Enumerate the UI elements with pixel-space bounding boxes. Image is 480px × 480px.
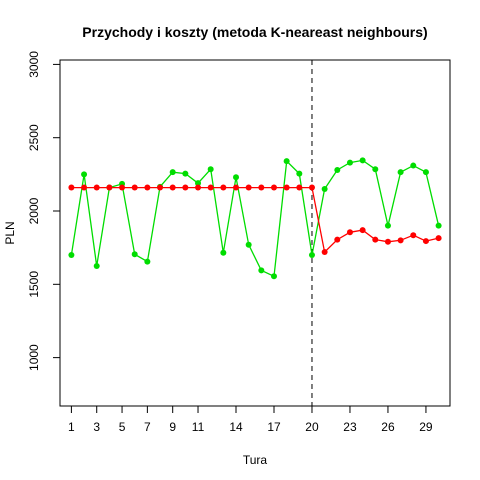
- series-1-point: [131, 251, 138, 258]
- series-2-point: [220, 184, 227, 191]
- x-tick-label: 3: [93, 420, 100, 434]
- x-tick-label: 9: [169, 420, 176, 434]
- series-2-point: [422, 238, 429, 245]
- series-1-point: [397, 169, 404, 176]
- x-tick-label: 20: [305, 420, 319, 434]
- series-2-point: [93, 184, 100, 191]
- series-2-point: [296, 184, 303, 191]
- y-tick-label: 1500: [27, 271, 41, 298]
- series-1-point: [233, 174, 240, 181]
- series-1-point: [220, 249, 227, 256]
- y-tick-label: 2000: [27, 197, 41, 224]
- series-1-point: [346, 159, 353, 166]
- series-2-point: [131, 184, 138, 191]
- series-2-point: [359, 227, 366, 234]
- x-tick-label: 1: [68, 420, 75, 434]
- series-1-point: [81, 171, 88, 178]
- series-2-point: [346, 229, 353, 236]
- y-axis-label: PLN: [3, 221, 17, 244]
- series-2-point: [384, 238, 391, 245]
- series-1-point: [258, 267, 265, 274]
- series-1-point: [422, 169, 429, 176]
- series-1-point: [93, 262, 100, 269]
- axes: 1 3 5 7 9 11 14 17 20 23 26 29 1000 1500 2000 2500 3000: [27, 51, 433, 434]
- series-1-point: [283, 158, 290, 165]
- series-2-point: [182, 184, 189, 191]
- series-2-point: [144, 184, 151, 191]
- series-2-point: [169, 184, 176, 191]
- series-2-point: [270, 184, 277, 191]
- series-2-point: [207, 184, 214, 191]
- series-1-point: [321, 186, 328, 193]
- y-tick-label: 1000: [27, 344, 41, 371]
- x-tick-label: 26: [381, 420, 395, 434]
- series-2-line: [71, 186, 439, 254]
- series-2-point: [334, 236, 341, 243]
- series-1-point: [68, 251, 75, 258]
- series-1-point: [182, 170, 189, 177]
- x-tick-label: 7: [144, 420, 151, 434]
- series-1-line: [70, 159, 440, 278]
- series-2-point: [119, 184, 126, 191]
- series-1-point: [435, 222, 442, 229]
- series-1-point: [245, 241, 252, 248]
- series-2-point: [245, 184, 252, 191]
- x-tick-label: 5: [119, 420, 126, 434]
- series-1-point: [384, 222, 391, 229]
- x-tick-label: 11: [192, 420, 205, 434]
- series-2-point: [157, 184, 164, 191]
- series-1-point: [359, 157, 366, 164]
- series-2-point: [435, 235, 442, 242]
- series-1-point: [195, 180, 202, 187]
- series-2-point: [195, 184, 202, 191]
- series-2-point: [81, 184, 88, 191]
- series-1-point: [334, 166, 341, 173]
- series-1-point: [169, 169, 176, 176]
- y-tick-label: 2500: [27, 124, 41, 151]
- marks: [68, 60, 442, 406]
- series-1-point: [207, 166, 214, 173]
- series-1-point: [144, 258, 151, 265]
- series-1-point: [410, 162, 417, 169]
- series-1-point: [372, 166, 379, 173]
- series-2-point: [233, 184, 240, 191]
- x-tick-label: 17: [267, 420, 281, 434]
- y-tick-label: 3000: [27, 51, 41, 78]
- x-axis-label: Tura: [243, 453, 268, 467]
- series-1-point: [296, 170, 303, 177]
- series-2-point: [283, 184, 290, 191]
- x-tick-label: 23: [343, 420, 357, 434]
- series-2-point: [68, 184, 75, 191]
- series-2-point: [106, 184, 113, 191]
- series-1-point: [308, 251, 315, 258]
- series-2-point: [308, 184, 315, 191]
- x-tick-label: 14: [229, 420, 243, 434]
- x-tick-label: 29: [419, 420, 433, 434]
- series-2-point: [410, 232, 417, 239]
- series-2-point: [258, 184, 265, 191]
- plot-frame: [59, 59, 451, 407]
- series-1-point: [270, 273, 277, 280]
- series-2-point: [321, 249, 328, 256]
- series-2-point: [397, 237, 404, 244]
- series-2-point: [372, 236, 379, 243]
- chart-title: Przychody i koszty (metoda K-neareast ne…: [82, 24, 427, 40]
